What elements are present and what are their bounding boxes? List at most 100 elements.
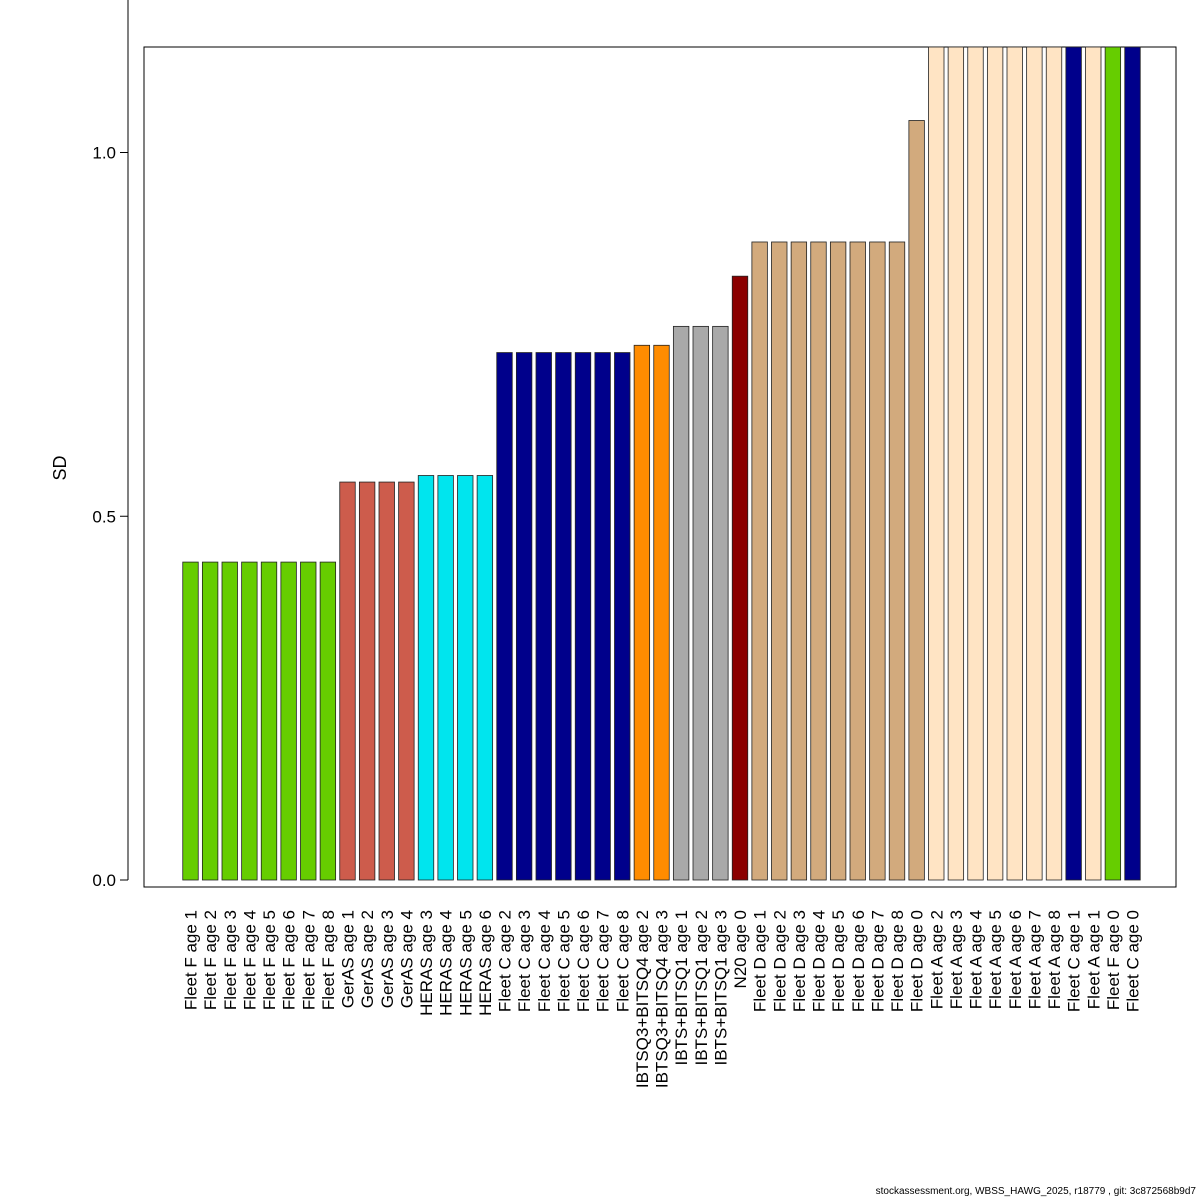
x-tick-label: N20 age 0 bbox=[731, 910, 750, 988]
bar bbox=[947, 46, 965, 881]
x-tick-label: Fleet A age 1 bbox=[1084, 910, 1103, 1009]
bar bbox=[771, 241, 788, 881]
x-tick-label: IBTS+BITSQ1 age 3 bbox=[711, 910, 730, 1065]
x-tick-label: Fleet C age 2 bbox=[496, 910, 515, 1012]
bar bbox=[614, 352, 631, 881]
x-tick-label: Fleet A age 2 bbox=[927, 910, 946, 1009]
bar bbox=[829, 241, 847, 881]
x-tick-label: Fleet A age 8 bbox=[1045, 910, 1064, 1009]
x-tick-label: Fleet D age 6 bbox=[849, 910, 868, 1012]
bar bbox=[535, 352, 552, 881]
bar bbox=[928, 46, 945, 881]
bar bbox=[437, 475, 454, 881]
x-tick-label: Fleet C age 6 bbox=[574, 910, 593, 1012]
bar bbox=[731, 275, 749, 881]
bar bbox=[672, 325, 690, 881]
bar bbox=[692, 325, 709, 881]
bar bbox=[280, 561, 297, 881]
x-tick-label: Fleet D age 5 bbox=[829, 910, 848, 1012]
x-tick-label: Fleet C age 7 bbox=[594, 910, 613, 1012]
x-tick-label: GerAS age 1 bbox=[339, 910, 358, 1008]
x-tick-label: IBTS+BITSQ1 age 1 bbox=[672, 910, 691, 1065]
bar bbox=[496, 352, 513, 881]
bar bbox=[1065, 46, 1082, 881]
x-tick-label: Fleet F age 4 bbox=[240, 910, 259, 1010]
x-tick-label: Fleet F age 2 bbox=[201, 910, 220, 1010]
x-tick-label: GerAS age 3 bbox=[378, 910, 397, 1008]
bar bbox=[221, 561, 238, 881]
x-tick-label: HERAS age 5 bbox=[456, 910, 475, 1016]
x-tick-label: Fleet F age 8 bbox=[319, 910, 338, 1010]
bar bbox=[457, 475, 474, 881]
x-tick-label: HERAS age 3 bbox=[417, 910, 436, 1016]
x-tick-label: Fleet F age 7 bbox=[299, 910, 318, 1010]
bar bbox=[633, 344, 651, 881]
bar bbox=[849, 241, 866, 881]
bar bbox=[358, 481, 376, 881]
x-tick-label: Fleet D age 1 bbox=[751, 910, 770, 1012]
bar bbox=[339, 481, 356, 881]
bar bbox=[1085, 46, 1102, 881]
x-tick-label: Fleet D age 3 bbox=[790, 910, 809, 1012]
bar bbox=[810, 241, 827, 881]
y-axis-label: SD bbox=[50, 455, 70, 480]
x-tick-label: Fleet D age 4 bbox=[810, 910, 829, 1012]
x-tick-label: Fleet D age 2 bbox=[770, 910, 789, 1012]
x-tick-label: Fleet A age 7 bbox=[1025, 910, 1044, 1009]
bar bbox=[417, 475, 435, 881]
x-tick-label: GerAS age 2 bbox=[358, 910, 377, 1008]
bar bbox=[986, 46, 1004, 881]
bar bbox=[1104, 46, 1122, 881]
x-tick-label: GerAS age 4 bbox=[397, 910, 416, 1008]
bar bbox=[378, 481, 395, 881]
x-tick-label: Fleet C age 4 bbox=[535, 910, 554, 1012]
bar bbox=[182, 561, 199, 881]
footer-credit: stockassessment.org, WBSS_HAWG_2025, r18… bbox=[875, 1186, 1196, 1197]
x-tick-label: Fleet F age 3 bbox=[221, 910, 240, 1010]
bar bbox=[888, 241, 906, 881]
bar bbox=[712, 325, 729, 881]
x-tick-label: IBTSQ3+BITSQ4 age 3 bbox=[653, 910, 672, 1088]
x-tick-label: HERAS age 6 bbox=[476, 910, 495, 1016]
bar bbox=[1006, 46, 1023, 881]
bars bbox=[182, 46, 1141, 881]
bar bbox=[300, 561, 317, 881]
bar bbox=[653, 344, 670, 881]
x-tick-label: Fleet D age 0 bbox=[908, 910, 927, 1012]
y-tick-label: 0.5 bbox=[92, 507, 116, 526]
bar bbox=[476, 475, 494, 881]
bar bbox=[201, 561, 219, 881]
y-axis: 0.00.51.01.52.0 bbox=[92, 0, 129, 890]
bar bbox=[260, 561, 278, 881]
x-tick-label: Fleet D age 8 bbox=[888, 910, 907, 1012]
bar bbox=[790, 241, 808, 881]
y-tick-label: 1.0 bbox=[92, 144, 116, 163]
x-tick-label: Fleet A age 4 bbox=[967, 910, 986, 1009]
y-tick-label: 0.0 bbox=[92, 871, 116, 890]
bar bbox=[1045, 46, 1063, 881]
plot-frame bbox=[143, 46, 1177, 888]
x-tick-label: HERAS age 4 bbox=[437, 910, 456, 1016]
bar bbox=[319, 561, 337, 881]
x-tick-label: Fleet F age 0 bbox=[1104, 910, 1123, 1010]
bar bbox=[1026, 46, 1043, 881]
x-tick-label: IBTS+BITSQ1 age 2 bbox=[692, 910, 711, 1065]
x-tick-label: Fleet D age 7 bbox=[868, 910, 887, 1012]
x-tick-label: Fleet A age 3 bbox=[947, 910, 966, 1009]
x-tick-label: IBTSQ3+BITSQ4 age 2 bbox=[633, 910, 652, 1088]
bar bbox=[515, 352, 533, 881]
bar bbox=[1124, 46, 1141, 881]
bar bbox=[967, 46, 984, 881]
x-tick-label: Fleet C age 8 bbox=[613, 910, 632, 1012]
bar bbox=[398, 481, 415, 881]
bar bbox=[555, 352, 572, 881]
x-tick-label: Fleet C age 5 bbox=[554, 910, 573, 1012]
x-tick-label: Fleet A age 5 bbox=[986, 910, 1005, 1009]
x-tick-label: Fleet F age 5 bbox=[260, 910, 279, 1010]
bar bbox=[869, 241, 886, 881]
x-tick-label: Fleet C age 1 bbox=[1065, 910, 1084, 1012]
bar bbox=[908, 120, 925, 881]
bar bbox=[574, 352, 592, 881]
